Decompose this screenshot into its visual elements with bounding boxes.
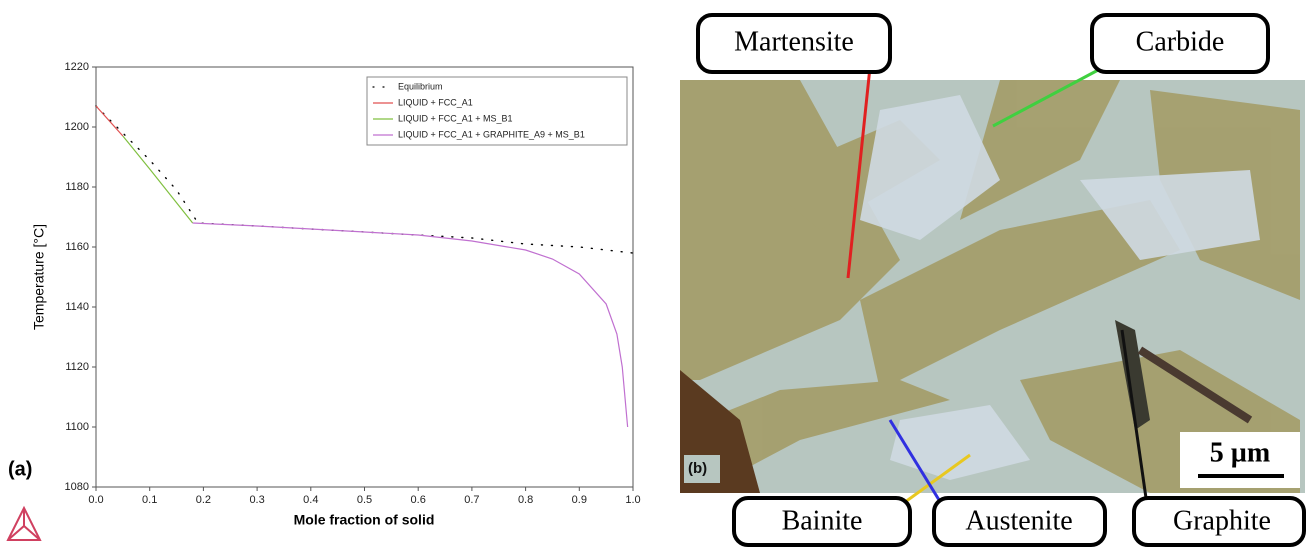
annotation: Bainite bbox=[782, 505, 863, 536]
y-tick-label: 1100 bbox=[65, 421, 89, 433]
annotation: Austenite bbox=[965, 505, 1072, 536]
annotation: Martensite bbox=[734, 26, 854, 57]
x-tick-label: 1.0 bbox=[625, 494, 640, 506]
y-tick-label: 1120 bbox=[65, 361, 89, 373]
x-tick-label: 0.5 bbox=[357, 494, 372, 506]
y-tick-label: 1220 bbox=[65, 61, 89, 73]
y-tick-label: 1160 bbox=[65, 241, 89, 253]
figure: Mole fraction of solid Temperature [°C] … bbox=[0, 0, 1310, 548]
x-tick-label: 0.9 bbox=[572, 494, 587, 506]
y-tick-label: 1180 bbox=[65, 181, 89, 193]
panel-label: (b) bbox=[688, 460, 707, 477]
y-axis-label: Temperature [°C] bbox=[31, 224, 47, 330]
panel-label: (a) bbox=[8, 458, 32, 480]
x-tick-label: 0.3 bbox=[249, 494, 264, 506]
y-tick-label: 1140 bbox=[65, 301, 89, 313]
x-tick-label: 0.8 bbox=[518, 494, 533, 506]
scale-bar-label: 5 µm bbox=[1210, 437, 1270, 468]
legend-label: LIQUID + FCC_A1 + GRAPHITE_A9 + MS_B1 bbox=[398, 129, 585, 139]
x-tick-label: 0.6 bbox=[411, 494, 426, 506]
legend-label: Equilibrium bbox=[398, 81, 443, 91]
y-tick-label: 1080 bbox=[65, 481, 89, 493]
x-tick-label: 0.0 bbox=[88, 494, 103, 506]
x-tick-label: 0.4 bbox=[303, 494, 318, 506]
x-axis-label: Mole fraction of solid bbox=[294, 512, 435, 528]
annotation: Carbide bbox=[1136, 26, 1225, 57]
legend-label: LIQUID + FCC_A1 bbox=[398, 97, 473, 107]
legend-label: LIQUID + FCC_A1 + MS_B1 bbox=[398, 113, 513, 123]
micrograph bbox=[680, 80, 1305, 493]
x-tick-label: 0.2 bbox=[196, 494, 211, 506]
x-tick-label: 0.1 bbox=[142, 494, 157, 506]
annotation: Graphite bbox=[1173, 505, 1271, 536]
logo bbox=[8, 508, 40, 540]
x-tick-label: 0.7 bbox=[464, 494, 479, 506]
y-tick-label: 1200 bbox=[65, 121, 89, 133]
